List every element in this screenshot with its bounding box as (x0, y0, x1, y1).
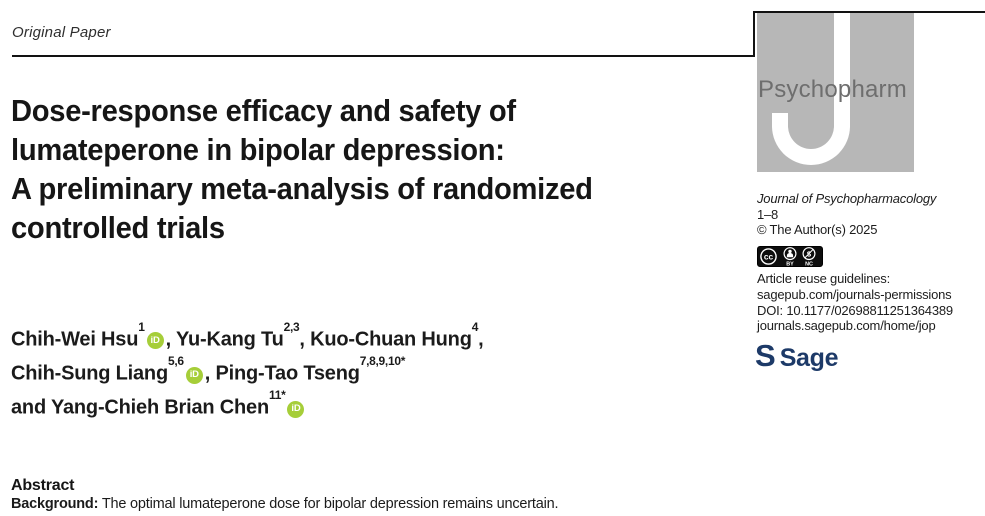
author-separator: , (204, 362, 216, 385)
journal-name: Journal of Psychopharmacology (757, 191, 937, 206)
title-line: lumateperone in bipolar depression: (11, 132, 505, 167)
slash-icon (804, 249, 814, 259)
author-affiliation-sup: 4 (471, 320, 479, 334)
cc-by-nc-license-badge[interactable]: cc BY $ NC (757, 246, 823, 267)
author-name: and Yang-Chieh Brian Chen (11, 396, 269, 419)
doi-link[interactable]: DOI: 10.1177/02698811251364389 (757, 302, 953, 318)
title-line: controlled trials (11, 210, 225, 245)
page-range: 1–8 (757, 206, 779, 222)
article-title: Dose-response efficacy and safety of lum… (11, 91, 593, 247)
title-line: Dose-response efficacy and safety of (11, 93, 516, 128)
journal-info: Journal of Psychopharmacology 1–8 © The … (757, 191, 936, 238)
author-list: Chih-Wei Hsu1 iD, Yu-Kang Tu2,3, Kuo-Chua… (11, 320, 484, 422)
by-circle-icon (783, 247, 797, 261)
journal-homepage-link[interactable]: journals.sagepub.com/home/jop (757, 318, 936, 334)
reuse-guidelines-label: Article reuse guidelines: (757, 271, 891, 286)
orcid-icon[interactable]: iD (146, 332, 164, 350)
cc-letters: cc (764, 251, 774, 261)
orcid-icon[interactable]: iD (287, 400, 305, 418)
author-affiliation-sup: 11* (269, 388, 286, 403)
author-affiliation-sup: 7,8,9,10* (359, 354, 406, 369)
sage-wordmark: Sage (779, 344, 839, 372)
journal-j-icon (772, 13, 850, 165)
background-label: Background: (11, 496, 99, 512)
nc-circle-icon (802, 247, 816, 261)
person-body-icon (786, 252, 794, 258)
copyright-line: © The Author(s) 2025 (757, 222, 878, 237)
journal-logo-word: Psychopharm (758, 76, 907, 103)
permissions-link[interactable]: sagepub.com/journals-permissions (757, 286, 952, 302)
journal-logo-box: Psychopharm (757, 13, 914, 172)
header-rule-top-right (753, 11, 985, 13)
author-separator: , (478, 328, 484, 351)
orcid-label: iD (150, 334, 160, 346)
author-affiliation-sup: 1 (138, 320, 145, 334)
cc-circle-icon (760, 248, 777, 265)
author-line: and Yang-Chieh Brian Chen11* iD (11, 388, 483, 422)
abstract-heading: Abstract (11, 477, 75, 494)
author-name: Yu-Kang Tu (175, 328, 284, 351)
abstract-background-line: Background: The optimal lumateperone dos… (11, 496, 559, 512)
author-line: Chih-Wei Hsu1 iD, Yu-Kang Tu2,3, Kuo-Chua… (11, 320, 484, 354)
orcid-label: iD (189, 368, 199, 380)
sage-s-icon: S (755, 338, 776, 373)
by-label: BY (786, 262, 794, 267)
author-name: Chih-Sung Liang (11, 362, 168, 385)
sage-publisher-logo: S Sage (755, 338, 839, 374)
orcid-label: iD (291, 402, 301, 414)
author-affiliation-sup: 2,3 (283, 320, 300, 334)
background-text: The optimal lumateperone dose for bipola… (101, 496, 559, 512)
author-affiliation-sup: 5,6 (167, 354, 184, 369)
header-rule-left (12, 55, 754, 57)
article-links-block: Article reuse guidelines: sagepub.com/jo… (757, 271, 953, 334)
author-separator: , (299, 328, 311, 351)
orcid-icon[interactable]: iD (185, 366, 203, 384)
author-name: Kuo-Chuan Hung (310, 328, 472, 351)
header-rule-vertical (753, 11, 755, 57)
author-name: Ping-Tao Tseng (215, 362, 360, 385)
section-label: Original Paper (12, 24, 111, 41)
person-icon (788, 249, 792, 254)
title-line: A preliminary meta-analysis of randomize… (11, 171, 593, 206)
nc-label: NC (805, 262, 813, 267)
author-name: Chih-Wei Hsu (11, 328, 139, 351)
author-separator: , (165, 328, 176, 351)
author-line: Chih-Sung Liang5,6 iD, Ping-Tao Tseng7,8,… (11, 354, 483, 388)
